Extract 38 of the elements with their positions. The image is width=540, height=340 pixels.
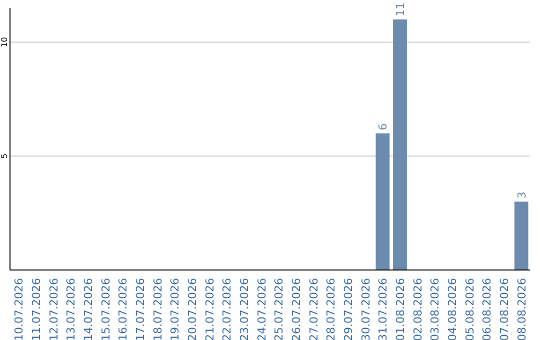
x-tick-label: 30.07.2026 [359,278,372,340]
x-tick-label: 18.07.2026 [151,278,164,340]
x-tick-label: 04.08.2026 [446,278,459,340]
x-tick-label: 13.07.2026 [64,278,78,340]
x-tick-label: 10.07.2026 [12,278,26,340]
x-tick-label: 31.07.2026 [376,278,390,340]
data-label: 3 [515,192,528,199]
x-tick-label: 07.08.2026 [498,278,511,340]
x-tick-label: 05.08.2026 [463,278,476,340]
x-tick-label: 15.07.2026 [99,278,112,340]
x-tick-label: 21.07.2026 [203,278,216,340]
x-tick-label: 01.08.2026 [394,278,407,340]
data-label: 6 [376,123,390,130]
x-tick-label: 06.08.2026 [480,278,494,340]
x-tick-label: 03.08.2026 [428,278,442,340]
x-tick-label: 20.07.2026 [186,278,199,340]
x-tick-label: 17.07.2026 [134,278,147,340]
x-tick-label: 24.07.2026 [255,278,268,340]
bar [376,133,390,270]
x-tick-label: 22.07.2026 [220,278,234,340]
x-tick-label: 16.07.2026 [116,278,130,340]
x-tick-label: 23.07.2026 [238,278,251,340]
x-tick-label: 28.07.2026 [324,278,338,340]
x-tick-label: 26.07.2026 [290,278,303,340]
x-tick-label: 27.07.2026 [307,278,320,340]
bar [514,202,528,270]
x-tick-label: 11.07.2026 [30,278,43,340]
x-tick-label: 12.07.2026 [47,278,60,340]
x-tick-label: 29.07.2026 [342,278,355,340]
data-label: 11 [394,2,407,16]
y-tick-label: 10 [0,37,9,48]
x-tick-label: 14.07.2026 [82,278,95,340]
x-tick-label: 25.07.2026 [272,278,286,340]
x-tick-label: 02.08.2026 [411,278,424,340]
x-tick-label: 08.08.2026 [515,278,528,340]
x-tick-label: 19.07.2026 [168,278,182,340]
y-tick-label: 5 [0,154,9,159]
bar [393,19,407,270]
